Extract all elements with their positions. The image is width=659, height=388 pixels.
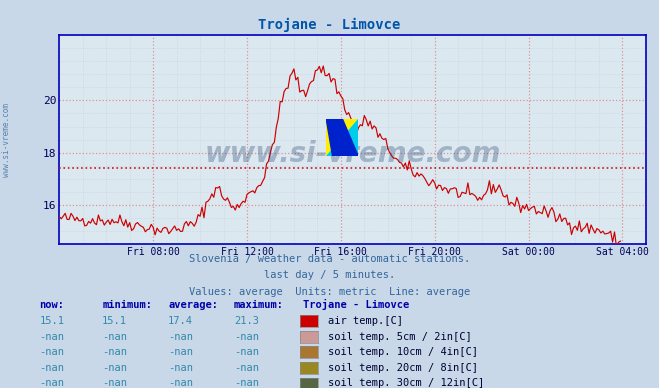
Text: -nan: -nan bbox=[234, 378, 259, 388]
Polygon shape bbox=[326, 119, 358, 156]
Text: now:: now: bbox=[40, 300, 65, 310]
Text: Slovenia / weather data - automatic stations.: Slovenia / weather data - automatic stat… bbox=[189, 254, 470, 264]
Text: Trojane - Limovce: Trojane - Limovce bbox=[258, 17, 401, 31]
Text: air temp.[C]: air temp.[C] bbox=[328, 316, 403, 326]
Text: average:: average: bbox=[168, 300, 218, 310]
Text: soil temp. 30cm / 12in[C]: soil temp. 30cm / 12in[C] bbox=[328, 378, 484, 388]
Text: -nan: -nan bbox=[102, 347, 127, 357]
Text: soil temp. 20cm / 8in[C]: soil temp. 20cm / 8in[C] bbox=[328, 362, 478, 372]
Text: 15.1: 15.1 bbox=[40, 316, 65, 326]
Text: -nan: -nan bbox=[168, 347, 193, 357]
Text: minimum:: minimum: bbox=[102, 300, 152, 310]
Text: Values: average  Units: metric  Line: average: Values: average Units: metric Line: aver… bbox=[189, 287, 470, 297]
Text: -nan: -nan bbox=[102, 362, 127, 372]
Text: -nan: -nan bbox=[40, 378, 65, 388]
Text: 15.1: 15.1 bbox=[102, 316, 127, 326]
Text: soil temp. 10cm / 4in[C]: soil temp. 10cm / 4in[C] bbox=[328, 347, 478, 357]
Polygon shape bbox=[326, 119, 358, 156]
Text: -nan: -nan bbox=[234, 347, 259, 357]
Text: www.si-vreme.com: www.si-vreme.com bbox=[204, 140, 501, 168]
Text: -nan: -nan bbox=[102, 331, 127, 341]
Text: -nan: -nan bbox=[168, 378, 193, 388]
Text: last day / 5 minutes.: last day / 5 minutes. bbox=[264, 270, 395, 281]
Text: -nan: -nan bbox=[102, 378, 127, 388]
Text: -nan: -nan bbox=[168, 362, 193, 372]
Text: www.si-vreme.com: www.si-vreme.com bbox=[2, 103, 11, 177]
Text: -nan: -nan bbox=[168, 331, 193, 341]
Text: -nan: -nan bbox=[40, 347, 65, 357]
Text: soil temp. 5cm / 2in[C]: soil temp. 5cm / 2in[C] bbox=[328, 331, 472, 341]
Polygon shape bbox=[326, 119, 358, 156]
Text: 17.4: 17.4 bbox=[168, 316, 193, 326]
Text: Trojane - Limovce: Trojane - Limovce bbox=[303, 300, 409, 310]
Text: -nan: -nan bbox=[234, 362, 259, 372]
Text: -nan: -nan bbox=[234, 331, 259, 341]
Text: 21.3: 21.3 bbox=[234, 316, 259, 326]
Text: -nan: -nan bbox=[40, 331, 65, 341]
Text: -nan: -nan bbox=[40, 362, 65, 372]
Text: maximum:: maximum: bbox=[234, 300, 284, 310]
